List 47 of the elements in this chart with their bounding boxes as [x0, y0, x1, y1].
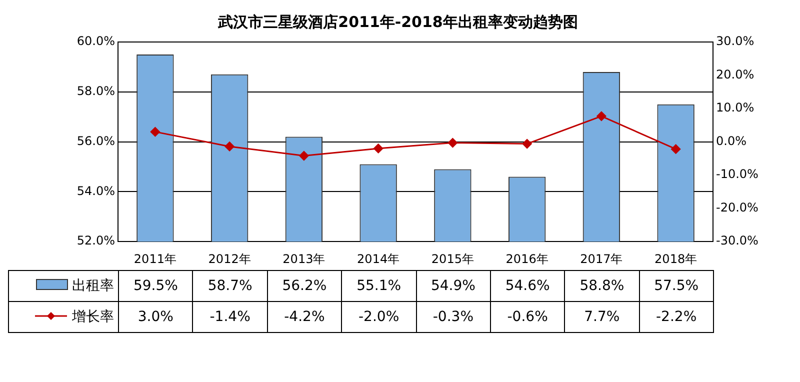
x-tick-label: 2018年 [654, 252, 698, 266]
data-label: 3.0% [118, 302, 193, 332]
data-label: 54.9% [416, 270, 490, 302]
legend-label: 增长率 [72, 309, 114, 325]
data-label: 59.5% [118, 270, 193, 302]
y-tick-label: 54.0% [76, 184, 115, 198]
x-tick-label: 2014年 [357, 252, 400, 266]
point [671, 144, 681, 154]
data-label: 56.2% [267, 270, 342, 302]
data-label: 54.6% [490, 270, 565, 302]
y2-tick-label: 0.0% [716, 134, 746, 148]
y-tick-label: 56.0% [76, 134, 115, 148]
y2-tick-label: 10.0% [716, 100, 754, 115]
point [374, 144, 384, 154]
point [448, 138, 458, 148]
data-label: 7.7% [564, 302, 640, 332]
x-tick-label: 2015年 [431, 252, 474, 266]
y2-tick-label: 30.0% [716, 34, 754, 48]
data-label: -2.2% [639, 302, 714, 332]
x-tick-label: 2017年 [580, 252, 623, 266]
data-label: -4.2% [267, 302, 342, 332]
point [522, 139, 532, 149]
point [299, 151, 309, 161]
data-label: 57.5% [639, 270, 714, 302]
x-tick-label: 2013年 [282, 252, 326, 266]
y-tick-label: 60.0% [76, 34, 115, 48]
y2-tick-label: -30.0% [716, 234, 758, 248]
y2-tick-label: -10.0% [716, 167, 758, 182]
data-label: 58.8% [564, 270, 640, 302]
y2-tick-label: -20.0% [716, 200, 758, 214]
data-label: 58.7% [192, 270, 268, 302]
data-label: -2.0% [342, 302, 416, 332]
x-tick-label: 2016年 [506, 252, 548, 266]
data-label: -1.4% [192, 302, 268, 332]
data-label: -0.6% [490, 302, 565, 332]
y-tick-label: 52.0% [76, 234, 115, 248]
point [596, 111, 606, 121]
point [224, 142, 234, 152]
y2-tick-label: 20.0% [716, 67, 754, 82]
chart-title: 武汉市三星级酒店2011年-2018年出租率变动趋势图 [217, 12, 578, 31]
legend-label: 出租率 [72, 278, 114, 294]
x-tick-label: 2011年 [134, 252, 176, 266]
y-tick-label: 58.0% [76, 84, 115, 98]
point [150, 127, 160, 137]
data-label: -0.3% [416, 302, 490, 332]
x-tick-label: 2012年 [208, 252, 251, 266]
data-label: 55.1% [342, 270, 416, 302]
